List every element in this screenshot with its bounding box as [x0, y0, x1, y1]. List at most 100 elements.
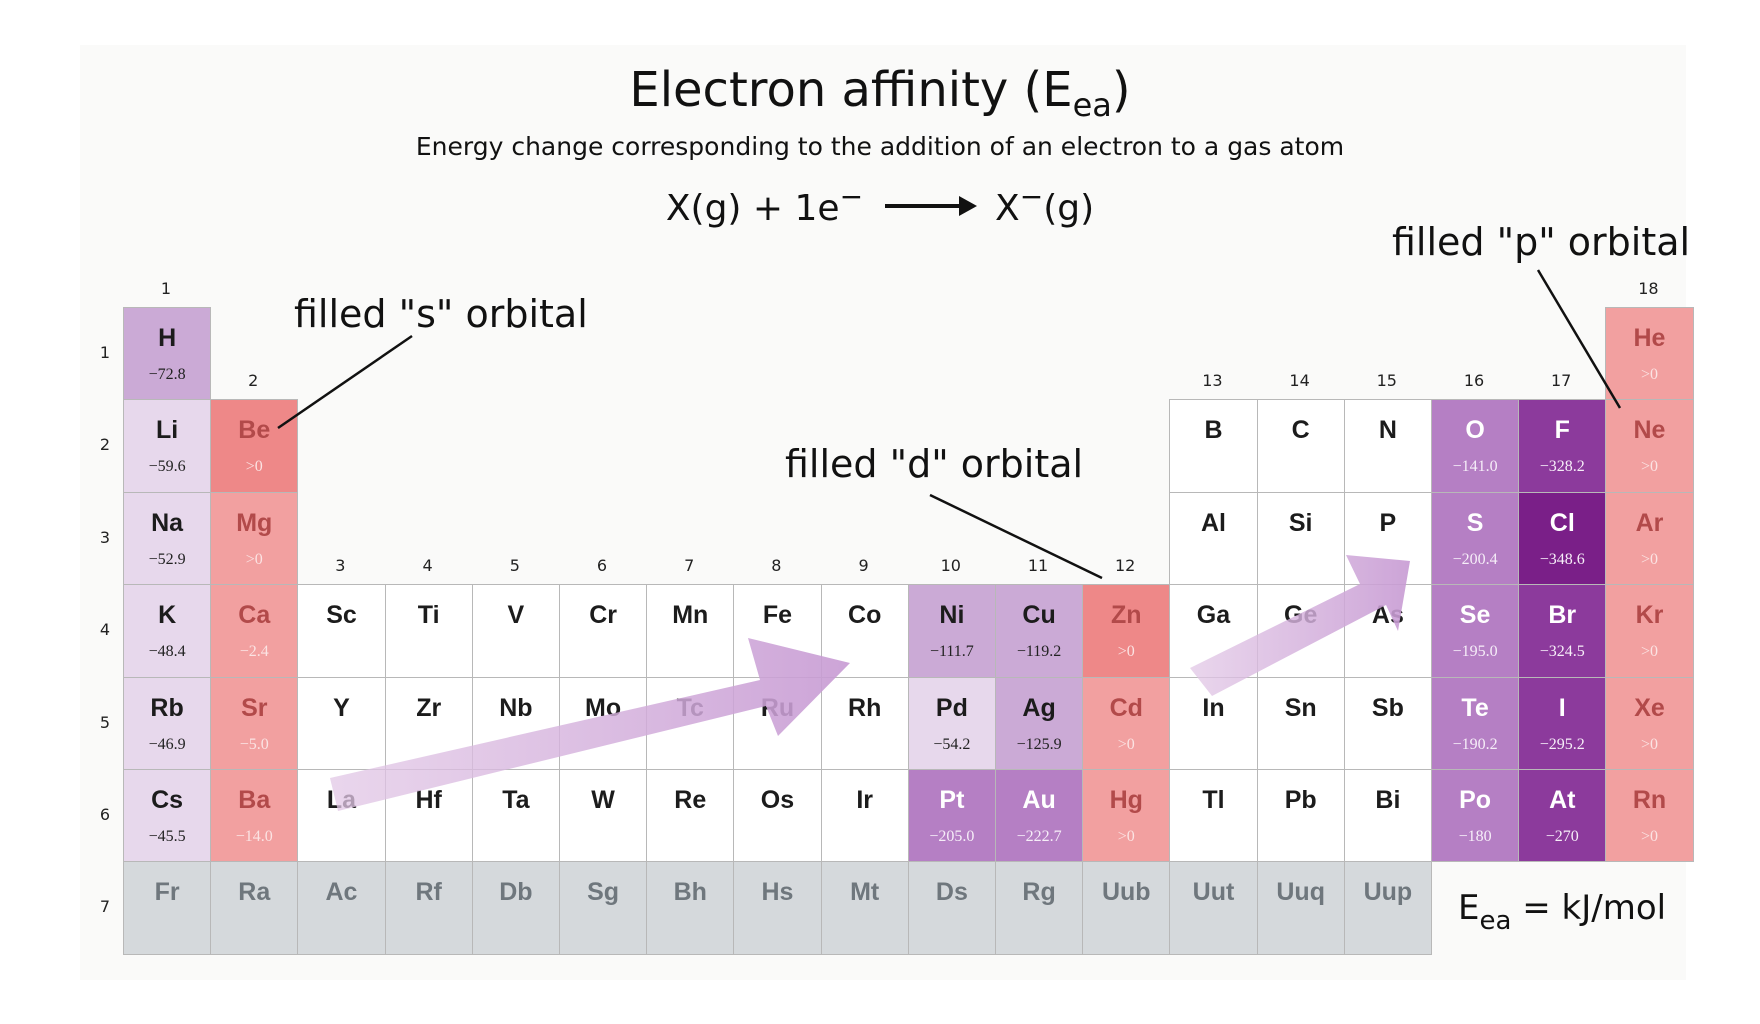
element-cell-mn: Mn [646, 584, 735, 678]
element-cell-p: P [1343, 491, 1432, 586]
group-label: 6 [596, 556, 608, 576]
element-cell-k: K −48.4 [123, 584, 212, 678]
element-symbol: Be [238, 416, 271, 445]
element-symbol: Sr [241, 693, 268, 722]
figure-title: Electron affinity (Eea) [629, 62, 1131, 124]
group-label: 17 [1551, 371, 1572, 391]
element-symbol: Pt [939, 786, 965, 814]
element-cell-ds: Ds [907, 861, 996, 955]
element-symbol: Uut [1192, 878, 1235, 907]
element-symbol: H [158, 324, 177, 352]
element-cell-ca: Ca −2.4 [210, 584, 299, 678]
element-symbol: Ti [417, 601, 440, 630]
element-affinity-value: >0 [1117, 735, 1135, 753]
element-cell-cl: Cl −348.6 [1518, 491, 1607, 586]
annotation-filled-d: filled "d" orbital [785, 442, 1084, 486]
element-cell-cr: Cr [559, 584, 648, 678]
figure-subtitle: Energy change corresponding to the addit… [415, 132, 1345, 161]
element-cell-rb: Rb −46.9 [123, 676, 212, 770]
element-cell-as: As [1343, 584, 1432, 678]
element-symbol: Pb [1284, 786, 1317, 814]
element-affinity-value: >0 [1640, 550, 1658, 568]
element-symbol: Db [499, 878, 533, 907]
element-symbol: B [1204, 416, 1223, 445]
element-symbol: Rg [1022, 878, 1056, 907]
element-symbol: Ga [1196, 601, 1231, 630]
element-cell-cd: Cd >0 [1082, 676, 1171, 770]
element-cell-xe: Xe >0 [1605, 676, 1694, 770]
element-symbol: Ag [1022, 693, 1056, 722]
period-label: 4 [99, 620, 111, 640]
element-symbol: Co [848, 601, 882, 630]
element-symbol: Pd [935, 693, 968, 722]
element-symbol: Kr [1635, 601, 1664, 630]
element-affinity-value: >0 [1640, 735, 1658, 753]
element-cell-ir: Ir [820, 769, 909, 863]
element-cell-h: H −72.8 [123, 307, 212, 401]
element-symbol: Nb [499, 693, 533, 722]
element-cell-ac: Ac [297, 861, 386, 955]
element-affinity-value: −2.4 [239, 643, 269, 661]
element-symbol: Ni [939, 601, 965, 630]
element-cell-rh: Rh [820, 676, 909, 770]
period-label: 2 [99, 435, 111, 455]
element-cell-hf: Hf [384, 769, 473, 863]
element-symbol: Sb [1371, 693, 1404, 722]
element-cell-s: S −200.4 [1431, 491, 1520, 586]
element-cell-tl: Tl [1169, 769, 1258, 863]
element-symbol: Sg [587, 878, 620, 907]
element-cell-po: Po −180 [1431, 769, 1520, 863]
element-symbol: La [326, 786, 357, 814]
element-cell-in: In [1169, 676, 1258, 770]
element-symbol: In [1202, 693, 1225, 722]
group-label: 3 [335, 556, 346, 576]
element-cell-hs: Hs [733, 861, 822, 955]
element-symbol: Au [1022, 786, 1056, 814]
element-affinity-value: −48.4 [148, 643, 186, 661]
element-cell-ba: Ba −14.0 [210, 769, 299, 863]
element-symbol: Rb [150, 693, 184, 722]
element-symbol: Rf [415, 878, 442, 907]
element-symbol: He [1633, 324, 1666, 352]
element-affinity-value: −180 [1458, 828, 1492, 845]
element-cell-ag: Ag −125.9 [995, 676, 1084, 770]
element-cell-y: Y [297, 676, 386, 770]
element-affinity-value: −222.7 [1016, 828, 1062, 845]
element-symbol: Rh [848, 693, 882, 722]
element-symbol: Bh [673, 878, 707, 907]
element-symbol: Zn [1111, 601, 1142, 630]
element-symbol: Ne [1633, 416, 1666, 445]
element-affinity-value: −5.0 [239, 735, 269, 753]
element-affinity-value: −141.0 [1452, 458, 1498, 476]
period-label: 5 [99, 712, 111, 732]
element-cell-pd: Pd −54.2 [907, 676, 996, 770]
element-symbol: Sc [326, 601, 357, 630]
element-cell-cs: Cs −45.5 [123, 769, 212, 863]
element-affinity-value: >0 [1640, 366, 1658, 383]
element-symbol: Mn [672, 601, 709, 630]
element-cell-pt: Pt −205.0 [907, 769, 996, 863]
element-affinity-value: −200.4 [1452, 550, 1498, 568]
element-symbol: W [591, 786, 615, 814]
element-symbol: Cl [1549, 508, 1575, 537]
element-symbol: Mo [585, 693, 622, 722]
element-cell-pb: Pb [1256, 769, 1345, 863]
element-cell-bh: Bh [646, 861, 735, 955]
element-symbol: Hf [415, 786, 442, 814]
group-label: 12 [1115, 556, 1136, 576]
element-cell-os: Os [733, 769, 822, 863]
element-cell-b: B [1169, 399, 1258, 493]
element-cell-w: W [559, 769, 648, 863]
element-symbol: Mt [850, 878, 880, 907]
element-cell-f: F −328.2 [1518, 399, 1607, 493]
element-affinity-value: −119.2 [1016, 643, 1062, 661]
element-cell-si: Si [1256, 491, 1345, 586]
element-cell-rg: Rg [995, 861, 1084, 955]
element-affinity-value: −111.7 [929, 643, 974, 661]
element-symbol: P [1379, 508, 1397, 537]
group-label: 8 [771, 556, 782, 576]
element-cell-fe: Fe [733, 584, 822, 678]
element-symbol: Ir [856, 786, 874, 814]
element-cell-se: Se −195.0 [1431, 584, 1520, 678]
